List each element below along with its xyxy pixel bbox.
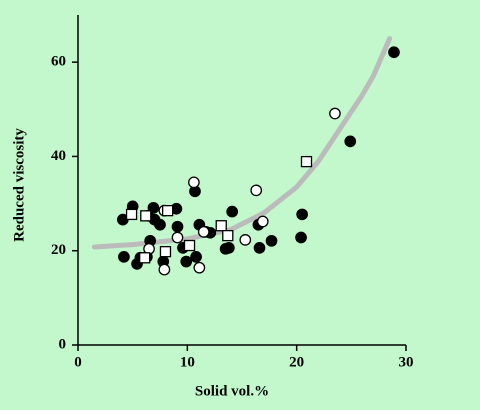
data-point [344, 135, 357, 148]
data-point [154, 218, 166, 231]
data-point [226, 205, 239, 218]
y-axis-label: Reduced viscosity [11, 128, 27, 242]
data-point [139, 252, 151, 264]
data-point [118, 250, 130, 263]
data-point [253, 242, 266, 254]
data-point [239, 234, 252, 246]
data-point [222, 229, 234, 242]
data-point [125, 208, 138, 221]
data-point [171, 220, 184, 233]
data-point [193, 261, 206, 274]
data-point [215, 220, 227, 232]
x-axis-label: Solid vol.% [195, 383, 269, 399]
data-point [300, 155, 313, 168]
data-point [329, 107, 341, 120]
y-tick-label: 20 [51, 242, 66, 258]
data-point [159, 246, 172, 258]
data-point [250, 184, 263, 197]
data-point [158, 263, 171, 276]
data-point [256, 215, 269, 228]
data-point [171, 231, 184, 244]
data-point [197, 226, 210, 238]
data-point [190, 250, 202, 263]
y-tick-label: 40 [51, 148, 66, 164]
data-point [140, 210, 152, 222]
data-point [223, 242, 235, 254]
data-point [183, 239, 196, 252]
data-point [188, 176, 200, 189]
y-tick-label: 60 [51, 54, 66, 70]
data-point [295, 231, 307, 244]
x-tick-label: 30 [399, 354, 414, 370]
x-tick-label: 10 [180, 354, 195, 370]
x-tick-label: 0 [74, 354, 82, 370]
fit-curve [91, 36, 393, 250]
data-point [180, 255, 193, 268]
data-point [265, 234, 278, 247]
data-point [296, 208, 308, 221]
x-tick-label: 20 [289, 354, 304, 370]
data-point [388, 46, 400, 59]
data-point [162, 204, 174, 217]
y-tick-label: 0 [59, 336, 67, 352]
